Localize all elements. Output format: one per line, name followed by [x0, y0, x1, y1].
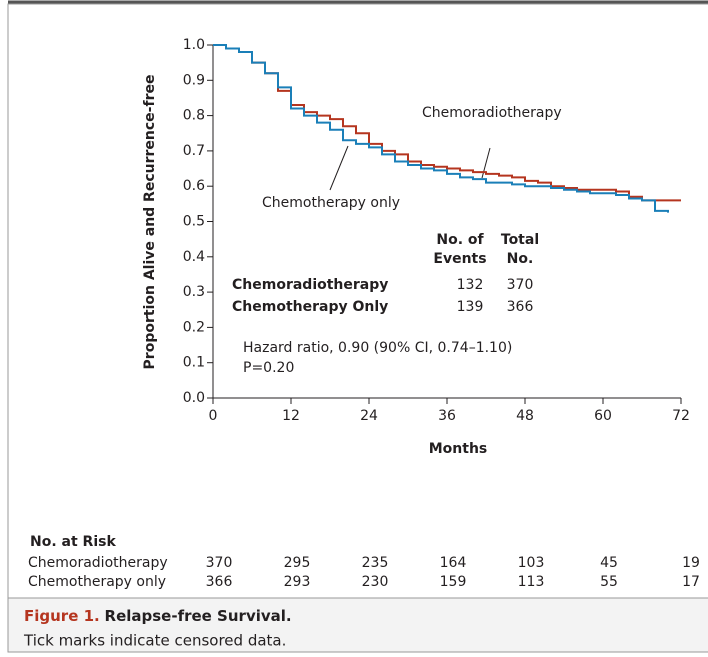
- row-name: Chemotherapy Only: [232, 299, 388, 315]
- events-header: No. of: [436, 232, 484, 248]
- at-risk-value: 19: [682, 555, 700, 571]
- x-tick-label: 12: [282, 408, 300, 424]
- x-tick-label: 48: [516, 408, 534, 424]
- y-tick-label: 0.7: [183, 143, 205, 159]
- at-risk-value: 366: [206, 574, 233, 590]
- events-cell: 139: [457, 299, 484, 315]
- y-tick-label: 0.6: [183, 178, 205, 194]
- x-tick-label: 60: [594, 408, 612, 424]
- at-risk-value: 113: [518, 574, 545, 590]
- caption-box: [7, 597, 708, 653]
- at-risk-value: 17: [682, 574, 700, 590]
- y-tick-label: 0.9: [183, 72, 205, 88]
- y-tick-label: 0.0: [183, 390, 205, 406]
- y-tick-label: 0.8: [183, 108, 205, 124]
- at-risk-title: No. at Risk: [30, 534, 116, 550]
- y-tick-label: 0.1: [183, 355, 205, 371]
- p-text: P=0.20: [243, 360, 294, 376]
- row-name: Chemoradiotherapy: [232, 277, 388, 293]
- figure-label: Figure 1.: [24, 607, 100, 625]
- x-tick-label: 72: [672, 408, 690, 424]
- hazard-text: Hazard ratio, 0.90 (90% CI, 0.74–1.10): [243, 340, 512, 356]
- events-cell: 132: [457, 277, 484, 293]
- total-header: Total: [501, 232, 539, 248]
- y-tick-label: 0.2: [183, 319, 205, 335]
- at-risk-value: 164: [440, 555, 467, 571]
- figure-note: Tick marks indicate censored data.: [23, 632, 286, 650]
- x-tick-label: 0: [209, 408, 218, 424]
- y-tick-label: 1.0: [183, 37, 205, 53]
- total-cell: 370: [507, 277, 534, 293]
- at-risk-value: 370: [206, 555, 233, 571]
- at-risk-value: 293: [284, 574, 311, 590]
- y-axis-label: Proportion Alive and Recurrence-free: [142, 75, 158, 370]
- figure-title: Relapse-free Survival.: [105, 607, 292, 625]
- frame: [7, 3, 708, 653]
- y-tick-label: 0.4: [183, 249, 205, 265]
- at-risk-label: Chemoradiotherapy: [28, 555, 168, 571]
- y-tick-label: 0.3: [183, 284, 205, 300]
- at-risk-value: 230: [362, 574, 389, 590]
- at-risk-value: 295: [284, 555, 311, 571]
- at-risk-value: 235: [362, 555, 389, 571]
- events-header: Events: [433, 251, 486, 267]
- at-risk-value: 45: [600, 555, 618, 571]
- x-axis-label: Months: [429, 441, 488, 457]
- total-header: No.: [507, 251, 534, 267]
- at-risk-value: 55: [600, 574, 618, 590]
- at-risk-value: 159: [440, 574, 467, 590]
- caption: Figure 1. Relapse-free Survival.: [24, 607, 292, 625]
- x-tick-label: 36: [438, 408, 456, 424]
- at-risk-label: Chemotherapy only: [28, 574, 166, 590]
- x-tick-label: 24: [360, 408, 378, 424]
- at-risk-value: 103: [518, 555, 545, 571]
- total-cell: 366: [507, 299, 534, 315]
- leader-line: [329, 145, 349, 191]
- survival-curve: [213, 44, 669, 213]
- series-label: Chemoradiotherapy: [422, 105, 562, 121]
- series-label: Chemotherapy only: [262, 195, 400, 211]
- y-tick-label: 0.5: [183, 214, 205, 230]
